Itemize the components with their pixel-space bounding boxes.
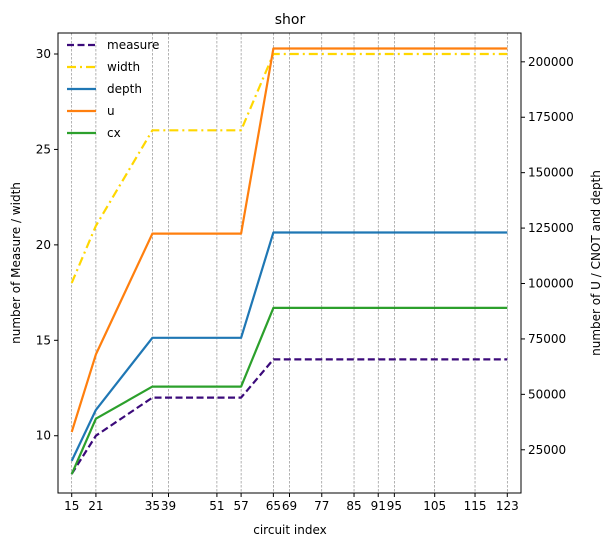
y-axis-right-label: number of U / CNOT and depth bbox=[589, 170, 603, 356]
y-left-tick-label: 25 bbox=[36, 142, 51, 156]
series-line-width bbox=[70, 52, 508, 284]
x-tick-label: 123 bbox=[496, 499, 519, 513]
y-left-tick-label: 30 bbox=[36, 47, 51, 61]
x-tick-label: 105 bbox=[423, 499, 446, 513]
y-axis-left: 10 15 20 25 30 bbox=[36, 47, 58, 443]
legend-label-depth: depth bbox=[107, 82, 142, 96]
y-left-tick-label: 20 bbox=[36, 238, 51, 252]
series-lines bbox=[70, 47, 508, 475]
x-tick-label: 65 bbox=[266, 499, 281, 513]
series-line-measure bbox=[70, 358, 508, 475]
y-right-tick-label: 125000 bbox=[528, 221, 574, 235]
legend-label-measure: measure bbox=[107, 38, 159, 52]
x-tick-label: 77 bbox=[314, 499, 329, 513]
y-left-tick-label: 10 bbox=[36, 429, 51, 443]
x-tick-label: 39 bbox=[161, 499, 176, 513]
y-right-tick-label: 75000 bbox=[528, 332, 566, 346]
x-tick-label: 15 bbox=[64, 499, 79, 513]
y-right-tick-label: 50000 bbox=[528, 387, 566, 401]
x-tick-label: 91 bbox=[371, 499, 386, 513]
y-right-tick-label: 175000 bbox=[528, 110, 574, 124]
y-axis-right: 25000 50000 75000 100000 125000 150000 175000 2… bbox=[521, 55, 574, 457]
x-axis-label: circuit index bbox=[253, 523, 327, 537]
y-right-tick-label: 200000 bbox=[528, 55, 574, 69]
legend-label-cx: cx bbox=[107, 126, 121, 140]
y-right-tick-label: 100000 bbox=[528, 277, 574, 291]
y-left-tick-label: 15 bbox=[36, 333, 51, 347]
legend: measure width depth u cx bbox=[67, 38, 159, 140]
x-tick-label: 35 bbox=[145, 499, 160, 513]
y-right-tick-label: 25000 bbox=[528, 443, 566, 457]
x-tick-label: 85 bbox=[346, 499, 361, 513]
x-axis: 15 21 35 39 51 57 65 69 77 85 91 95 105 115 123 bbox=[64, 493, 519, 513]
x-tick-label: 21 bbox=[88, 499, 103, 513]
x-tick-label: 69 bbox=[282, 499, 297, 513]
series-line-depth bbox=[70, 231, 508, 462]
y-right-tick-label: 150000 bbox=[528, 166, 574, 180]
series-line-u bbox=[70, 47, 508, 433]
x-tick-label: 57 bbox=[233, 499, 248, 513]
x-tick-label: 51 bbox=[209, 499, 224, 513]
y-axis-left-label: number of Measure / width bbox=[9, 182, 23, 344]
x-tick-label: 115 bbox=[464, 499, 487, 513]
legend-label-u: u bbox=[107, 104, 115, 118]
series-line-cx bbox=[70, 306, 508, 475]
legend-label-width: width bbox=[107, 60, 140, 74]
grid bbox=[71, 33, 508, 493]
x-tick-label: 95 bbox=[387, 499, 402, 513]
chart-title: shor bbox=[275, 12, 306, 28]
